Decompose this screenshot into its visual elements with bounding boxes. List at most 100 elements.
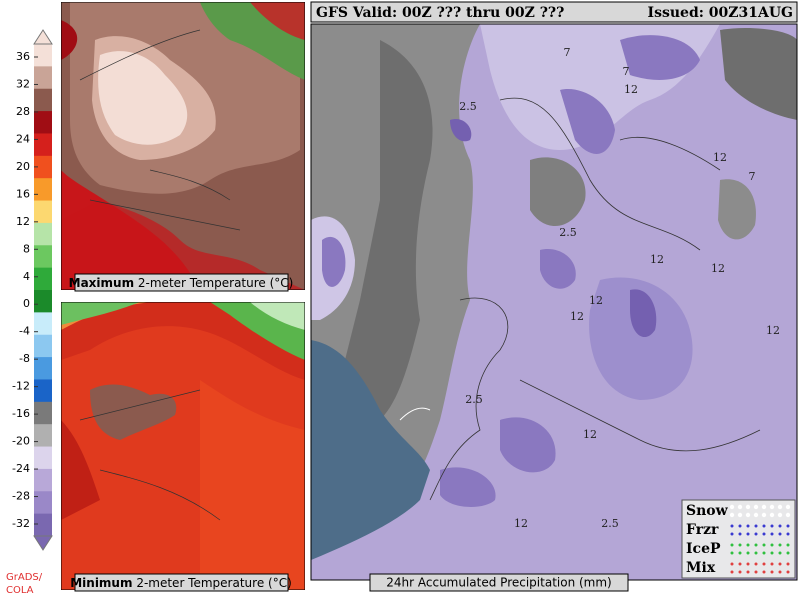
colorbar-tick-label: -24 [12, 462, 30, 475]
legend-dot [778, 570, 782, 574]
legend-dot [746, 543, 750, 547]
colorbar-swatch [34, 357, 52, 380]
header-left: GFS Valid: 00Z ??? thru 00Z ??? [316, 5, 564, 21]
precip-map [311, 24, 797, 580]
legend-dot [769, 504, 775, 510]
colorbar-tick-label: -12 [12, 380, 30, 393]
legend-dot [778, 562, 782, 566]
legend-dot [754, 532, 758, 536]
legend-dot [737, 504, 743, 510]
legend-dot [785, 504, 791, 510]
colorbar-swatch [34, 446, 52, 470]
legend-dot [746, 551, 750, 555]
legend-dot [769, 512, 775, 518]
credit: COLA [6, 585, 34, 596]
max-caption: Maximum 2-meter Temperature (°C) [69, 276, 294, 290]
legend-dot [770, 524, 774, 528]
legend-dot [785, 512, 791, 518]
legend-dot [738, 562, 742, 566]
colorbar-swatch [34, 401, 52, 425]
colorbar-tick-label: 0 [23, 297, 30, 310]
legend-dot [737, 512, 743, 518]
colorbar-swatch [34, 245, 52, 269]
legend-dot [778, 532, 782, 536]
contour-label: 12 [570, 310, 584, 323]
colorbar-swatch [34, 155, 52, 179]
legend-dot [738, 524, 742, 528]
caption-box [369, 573, 629, 592]
contour-label: 12 [624, 83, 638, 96]
colorbar-tick-label: -4 [19, 325, 30, 338]
legend-dot [777, 504, 783, 510]
colorbar-tick-label: -16 [12, 407, 30, 420]
legend-dot [762, 570, 766, 574]
colorbar-swatch [34, 334, 52, 358]
contour-label: 12 [711, 262, 725, 275]
caption-box [74, 573, 289, 592]
legend-dot [786, 570, 790, 574]
legend-dot [770, 543, 774, 547]
legend-dot [762, 551, 766, 555]
colorbar-swatch [34, 178, 52, 202]
legend-dot [762, 562, 766, 566]
legend-dot [730, 562, 734, 566]
legend-dot [770, 562, 774, 566]
legend-dot [786, 551, 790, 555]
contour-label: 12 [589, 294, 603, 307]
legend-dot [730, 551, 734, 555]
colorbar-swatch [34, 88, 52, 112]
colorbar-swatch [34, 44, 52, 67]
legend-dot [729, 504, 735, 510]
legend-dot [786, 524, 790, 528]
legend-dot [738, 551, 742, 555]
colorbar-tick-label: 32 [16, 77, 30, 90]
contour-label: 2.5 [601, 517, 619, 530]
legend-dot [786, 562, 790, 566]
legend-dot [761, 512, 767, 518]
legend-dot [778, 551, 782, 555]
colorbar-tick-label: -8 [19, 352, 30, 365]
header-bar [310, 1, 798, 23]
contour-labels: 7 7 12 2.5 12 7 2.5 12 12 12 12 2.5 12 12 2.5 12 [459, 46, 780, 530]
legend-dot [738, 543, 742, 547]
colorbar-swatch [34, 200, 52, 224]
legend-dot [770, 570, 774, 574]
legend-dot [753, 512, 759, 518]
colorbar-end [33, 29, 53, 45]
legend-dot [762, 524, 766, 528]
contour-label: 2.5 [465, 393, 483, 406]
colorbar-tick-label: 12 [16, 215, 30, 228]
legend-dot [746, 532, 750, 536]
legend-dot [738, 532, 742, 536]
colorbar-tick-label: 8 [23, 242, 30, 255]
contour-label: 12 [713, 151, 727, 164]
legend: Snow Frzr IceP Mix [686, 503, 791, 576]
legend-dot [762, 532, 766, 536]
contour-label: 7 [623, 65, 630, 78]
legend-dot [730, 543, 734, 547]
legend-dot [753, 504, 759, 510]
legend-dot [746, 524, 750, 528]
legend-dot [738, 570, 742, 574]
legend-dot [745, 504, 751, 510]
colorbar-tick-label: 16 [16, 187, 30, 200]
colorbar-swatch [34, 290, 52, 313]
contour-label: 2.5 [559, 226, 577, 239]
colorbar-tick-label: -20 [12, 435, 30, 448]
legend-dot [777, 512, 783, 518]
legend-dot [754, 562, 758, 566]
legend-dot [754, 524, 758, 528]
contour-label: 7 [749, 170, 756, 183]
legend-dot [761, 504, 767, 510]
colorbar-swatch [34, 66, 52, 90]
contour-label: 12 [583, 428, 597, 441]
caption-box [74, 273, 289, 292]
legend-box [681, 499, 796, 579]
legend-label: Frzr [686, 522, 719, 538]
legend-dot [778, 543, 782, 547]
legend-dot [762, 543, 766, 547]
credit: GrADS/ [6, 572, 43, 583]
legend-dot [746, 562, 750, 566]
contour-label: 12 [766, 324, 780, 337]
